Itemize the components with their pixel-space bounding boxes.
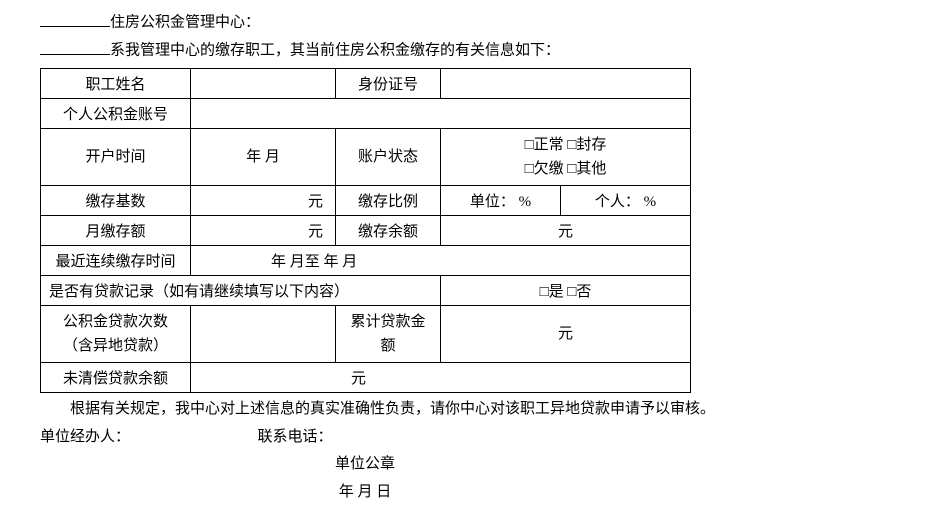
cell-label: 未清偿贷款余额 xyxy=(41,363,191,393)
cell-label: 账户状态 xyxy=(336,129,441,186)
cell-value xyxy=(441,69,691,99)
cell-value xyxy=(191,99,691,129)
table-row: 开户时间 年 月 账户状态 □正常 □封存 □欠缴 □其他 xyxy=(41,129,691,186)
table-row: 是否有贷款记录（如有请继续填写以下内容） □是 □否 xyxy=(41,276,691,306)
blank-employee-name xyxy=(40,38,110,55)
loan-count-line1: 公积金贷款次数 xyxy=(63,314,168,330)
cell-label: 月缴存额 xyxy=(41,216,191,246)
cell-value: 元 xyxy=(191,186,336,216)
cell-label: 最近连续缴存时间 xyxy=(41,246,191,276)
cell-label: 公积金贷款次数 （含异地贷款） xyxy=(41,306,191,363)
table-row: 未清偿贷款余额 元 xyxy=(41,363,691,393)
header-line-2: 系我管理中心的缴存职工，其当前住房公积金缴存的有关信息如下： xyxy=(40,38,904,64)
cell-value xyxy=(191,306,336,363)
cell-label: 身份证号 xyxy=(336,69,441,99)
phone-label: 联系电话： xyxy=(258,429,333,445)
cell-loan-yesno: □是 □否 xyxy=(441,276,691,306)
cell-value xyxy=(191,69,336,99)
header-text-1: 住房公积金管理中心： xyxy=(110,15,260,31)
cell-label: 缴存基数 xyxy=(41,186,191,216)
cell-value: 年 月 xyxy=(191,129,336,186)
footer-seal: 单位公章 xyxy=(40,452,690,478)
info-table: 职工姓名 身份证号 个人公积金账号 开户时间 年 月 账户状态 □正常 □封存 … xyxy=(40,68,691,393)
cell-value: 年 月至 年 月 xyxy=(191,246,691,276)
cell-status-options: □正常 □封存 □欠缴 □其他 xyxy=(441,129,691,186)
cell-value: 元 xyxy=(191,216,336,246)
footer-contact: 单位经办人： 联系电话： xyxy=(40,425,904,451)
cell-label: 是否有贷款记录（如有请继续填写以下内容） xyxy=(41,276,441,306)
table-row: 缴存基数 元 缴存比例 单位： % 个人： % xyxy=(41,186,691,216)
cell-value: 元 xyxy=(191,363,691,393)
cell-label: 职工姓名 xyxy=(41,69,191,99)
total-loan-line1: 累计贷款金 xyxy=(350,314,425,330)
footer-note: 根据有关规定，我中心对上述信息的真实准确性负责，请你中心对该职工异地贷款申请予以… xyxy=(40,397,904,423)
table-row: 职工姓名 身份证号 xyxy=(41,69,691,99)
handler-label: 单位经办人： xyxy=(40,429,130,445)
table-row: 个人公积金账号 xyxy=(41,99,691,129)
table-row: 最近连续缴存时间 年 月至 年 月 xyxy=(41,246,691,276)
cell-label: 缴存比例 xyxy=(336,186,441,216)
total-loan-line2: 额 xyxy=(380,338,395,354)
status-line2: □欠缴 □其他 xyxy=(525,161,607,177)
cell-label: 开户时间 xyxy=(41,129,191,186)
table-row: 公积金贷款次数 （含异地贷款） 累计贷款金 额 元 xyxy=(41,306,691,363)
table-row: 月缴存额 元 缴存余额 元 xyxy=(41,216,691,246)
footer-date: 年 月 日 xyxy=(40,480,690,506)
cell-value: 元 xyxy=(441,216,691,246)
loan-count-line2: （含异地贷款） xyxy=(63,338,168,354)
cell-label: 个人公积金账号 xyxy=(41,99,191,129)
status-line1: □正常 □封存 xyxy=(525,137,607,153)
cell-value: 元 xyxy=(441,306,691,363)
cell-label: 累计贷款金 额 xyxy=(336,306,441,363)
header-text-2: 系我管理中心的缴存职工，其当前住房公积金缴存的有关信息如下： xyxy=(110,43,560,59)
blank-center-name xyxy=(40,10,110,27)
header-line-1: 住房公积金管理中心： xyxy=(40,10,904,36)
cell-unit-ratio: 单位： % xyxy=(441,186,561,216)
cell-personal-ratio: 个人： % xyxy=(561,186,691,216)
cell-label: 缴存余额 xyxy=(336,216,441,246)
